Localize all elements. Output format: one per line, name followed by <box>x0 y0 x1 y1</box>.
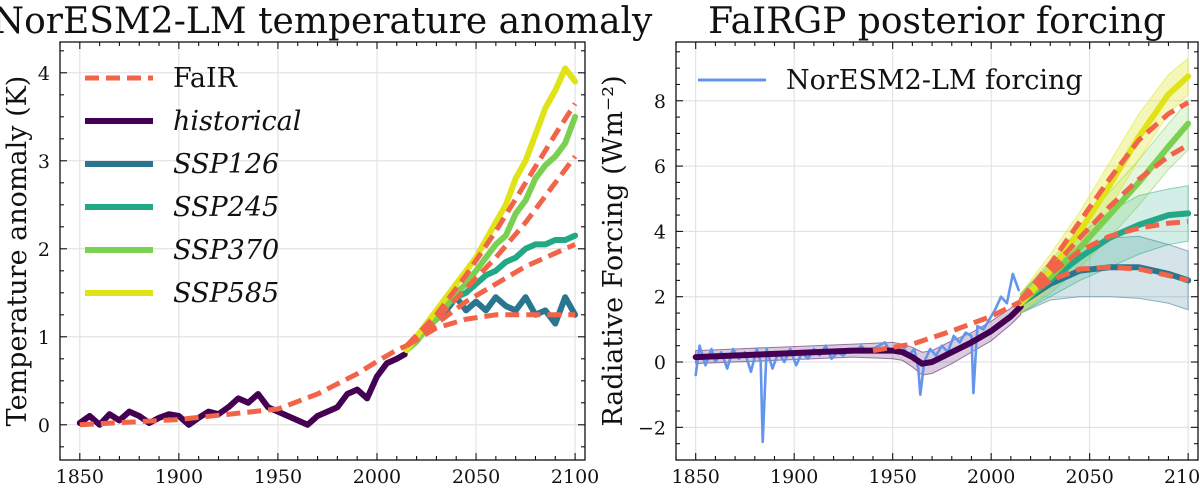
forcing-x-tick-label-2050: 2050 <box>1065 466 1113 488</box>
temperature-series-ssp370 <box>403 113 579 353</box>
forcing-plot-frame <box>675 41 1199 461</box>
temperature-legend-label-ssp245: SSP245 <box>173 192 279 223</box>
temperature-series-fair-ssp370 <box>405 154 578 348</box>
forcing-x-tick-label-2100: 2100 <box>1164 466 1200 488</box>
forcing-x-tick-label-1900: 1900 <box>770 466 818 488</box>
temperature-legend-label-ssp126: SSP126 <box>173 149 279 180</box>
temperature-chart-title: NorESM2-LM temperature anomaly <box>0 1 653 42</box>
forcing-legend-label-noresm2-lm-forcing: NorESM2-LM forcing <box>786 65 1083 96</box>
temperature-legend-label-ssp585: SSP585 <box>173 278 279 309</box>
forcing-y-tick-label-2: 2 <box>654 287 666 309</box>
forcing-y-tick-label-4: 4 <box>654 221 666 243</box>
temperature-series-fair-ssp585 <box>404 102 578 348</box>
forcing-y-tick-label-8: 8 <box>654 91 666 113</box>
forcing-panel: 1850 1900 1950 2000 2050 2100 −2 0 2 4 6 8 FaIRGP p… <box>598 1 1200 488</box>
temperature-y-axis-label: Temperature anomaly (K) <box>2 76 33 427</box>
forcing-series-fair-ssp245 <box>1019 219 1189 302</box>
temperature-legend-label-fair: FaIR <box>173 63 238 94</box>
forcing-y-tick-label-0: 0 <box>654 352 666 374</box>
temperature-y-tick-label-3: 3 <box>38 151 50 173</box>
temperature-plot-frame <box>59 41 586 461</box>
temperature-x-tick-label-1900: 1900 <box>155 466 203 488</box>
temperature-y-tick-label-2: 2 <box>38 239 50 261</box>
temperature-x-tick-label-2000: 2000 <box>353 466 401 488</box>
forcing-series-ssp370-posterior <box>1017 120 1192 307</box>
forcing-y-tick-label--2: −2 <box>638 417 666 439</box>
forcing-chart-title: FaIRGP posterior forcing <box>708 1 1166 42</box>
temperature-series-historical <box>76 351 408 428</box>
forcing-series-fair-ssp126 <box>1019 264 1189 303</box>
forcing-series-ssp585-posterior <box>1017 73 1192 307</box>
temperature-series-fair <box>79 343 408 428</box>
forcing-y-tick-label-6: 6 <box>654 156 666 178</box>
forcing-series-posterior-mean <box>692 303 1024 367</box>
forcing-series-fair-ssp585 <box>1018 100 1190 302</box>
temperature-y-tick-label-4: 4 <box>38 63 50 85</box>
forcing-legend: NorESM2-LM forcing <box>698 65 1083 96</box>
temperature-x-tick-label-2050: 2050 <box>452 466 500 488</box>
temperature-series-ssp585 <box>403 65 579 353</box>
temperature-x-tick-label-2100: 2100 <box>551 466 599 488</box>
forcing-series-fair-historical <box>872 299 1022 354</box>
temperature-series-fair-ssp126 <box>405 312 576 348</box>
temperature-legend-label-ssp370: SSP370 <box>173 235 279 266</box>
forcing-x-tick-label-1850: 1850 <box>672 466 720 488</box>
forcing-x-tick-label-2000: 2000 <box>967 466 1015 488</box>
temperature-panel: 1850 1900 1950 2000 2050 2100 0 1 2 3 4 NorESM2-LM… <box>0 1 653 488</box>
temperature-legend: FaIR historical SSP126 SSP245 SSP370 SSP585 <box>85 63 301 309</box>
temperature-y-tick-label-0: 0 <box>38 415 50 437</box>
forcing-y-axis-label: Radiative Forcing (Wm⁻²) <box>598 75 629 426</box>
temperature-x-tick-label-1950: 1950 <box>254 466 302 488</box>
temperature-y-tick-label-1: 1 <box>38 327 50 349</box>
temperature-x-tick-label-1850: 1850 <box>56 466 104 488</box>
forcing-series-fair-ssp370 <box>1018 142 1190 302</box>
forcing-x-tick-label-1950: 1950 <box>868 466 916 488</box>
temperature-series-fair-ssp245 <box>405 242 577 348</box>
temperature-legend-label-historical: historical <box>173 106 301 137</box>
